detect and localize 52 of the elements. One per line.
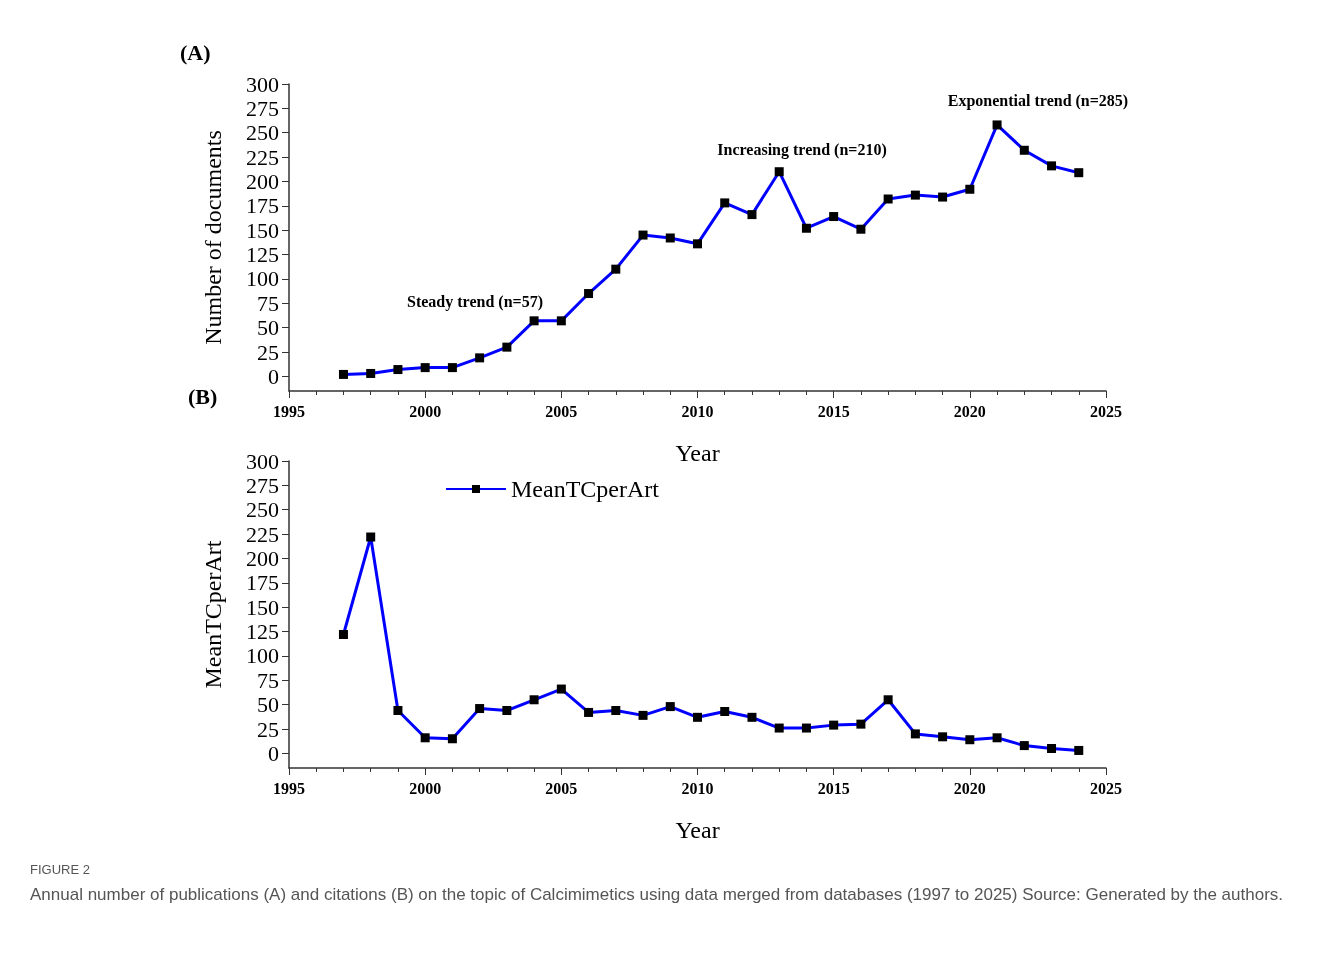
y-axis-title: MeanTCperArt <box>200 540 226 689</box>
x-axis-title: Year <box>675 440 720 466</box>
x-tick-label: 2005 <box>545 779 578 797</box>
x-tick-label: 2025 <box>1090 402 1122 420</box>
x-tick-label: 2015 <box>817 779 850 797</box>
y-tick-label: 175 <box>246 570 279 596</box>
chart-title: (B) <box>188 383 218 409</box>
x-tick-label: 2000 <box>409 779 442 797</box>
y-tick-label: 150 <box>246 217 279 243</box>
y-tick-label: 300 <box>246 448 279 474</box>
y-tick-label: 75 <box>257 290 279 316</box>
x-tick-label: 2010 <box>681 402 714 420</box>
legend-label: MeanTCperArt <box>511 476 660 502</box>
y-tick-label: 275 <box>246 472 279 498</box>
y-tick-label: 100 <box>246 266 279 292</box>
y-tick-label: 0 <box>268 363 279 389</box>
x-tick-label: 2015 <box>817 402 850 420</box>
x-tick-label: 2010 <box>681 779 714 797</box>
annotation: Exponential trend (n=285) <box>947 91 1129 110</box>
y-tick-label: 100 <box>246 643 279 669</box>
y-tick-label: 125 <box>246 242 279 268</box>
annotation: Increasing trend (n=210) <box>717 140 887 159</box>
y-tick-label: 150 <box>246 594 279 620</box>
x-tick-label: 2005 <box>545 402 578 420</box>
y-tick-label: 225 <box>246 144 279 170</box>
y-tick-label: 275 <box>246 95 279 121</box>
y-tick-label: 300 <box>246 71 279 97</box>
x-tick-label: 2020 <box>953 779 986 797</box>
x-tick-label: 1995 <box>273 402 305 420</box>
y-tick-label: 125 <box>246 619 279 645</box>
y-tick-label: 50 <box>257 692 279 718</box>
y-tick-label: 50 <box>257 315 279 341</box>
y-tick-label: 200 <box>246 168 279 194</box>
y-tick-label: 250 <box>246 497 279 523</box>
y-tick-label: 225 <box>246 521 279 547</box>
caption: FIGURE 2 <box>30 862 91 877</box>
x-axis-title: Year <box>675 817 720 843</box>
y-tick-label: 75 <box>257 667 279 693</box>
y-tick-label: 0 <box>268 740 279 766</box>
x-tick-label: 2000 <box>409 402 442 420</box>
chart-title: (A) <box>180 39 211 65</box>
x-tick-label: 2020 <box>953 402 986 420</box>
y-tick-label: 200 <box>246 545 279 571</box>
y-tick-label: 250 <box>246 120 279 146</box>
y-tick-label: 175 <box>246 193 279 219</box>
y-tick-label: 25 <box>257 339 279 365</box>
y-tick-label: 25 <box>257 716 279 742</box>
x-tick-label: 1995 <box>273 779 305 797</box>
y-axis-title: Number of documents <box>200 130 226 345</box>
annotation: Steady trend (n=57) <box>407 292 543 311</box>
x-tick-label: 2025 <box>1090 779 1122 797</box>
text: Annual number of publications (A) and citations (B) on the topic of Calcimimetics using data merged from databases (1997 to 2025) Source: Generated by the authors. <box>30 884 1285 906</box>
